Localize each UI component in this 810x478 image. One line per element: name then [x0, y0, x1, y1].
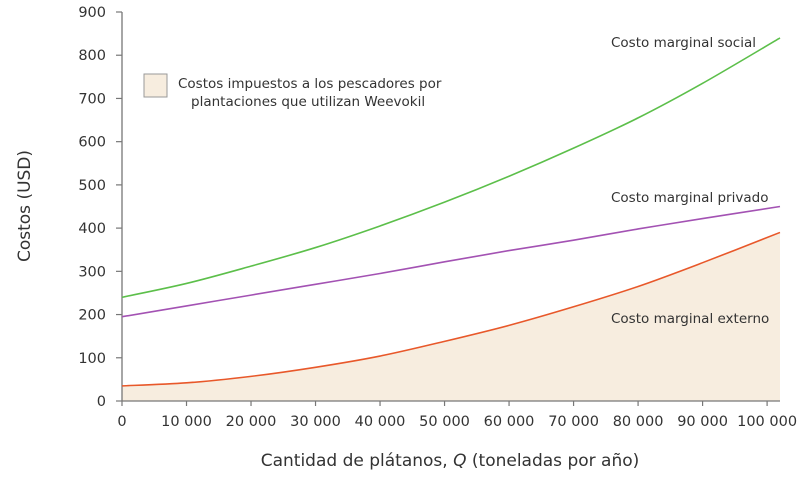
x-tick-label: 90 000 — [677, 414, 728, 430]
y-tick-label: 300 — [78, 264, 106, 280]
legend-text-line-2: plantaciones que utilizan Weevokil — [191, 94, 425, 110]
y-tick-label: 0 — [97, 394, 106, 410]
x-axis-label: Cantidad de plátanos, Q (toneladas por a… — [261, 451, 640, 471]
x-tick-label: 60 000 — [484, 414, 535, 430]
series-lines — [121, 37, 781, 387]
y-tick-label: 400 — [78, 221, 106, 237]
shaded-area-external-cost — [122, 232, 780, 401]
x-tick-label: 80 000 — [613, 414, 664, 430]
x-tick-label: 0 — [117, 414, 126, 430]
x-tick-label: 50 000 — [419, 414, 470, 430]
y-tick-label: 600 — [78, 135, 106, 151]
y-tick-label: 800 — [78, 48, 106, 64]
legend: Costos impuestos a los pescadores por pl… — [143, 73, 442, 110]
line-costo-marginal-privado — [121, 205, 781, 318]
y-tick-label: 100 — [78, 351, 106, 367]
x-tick-label: 20 000 — [226, 414, 277, 430]
series-labels: Costo marginal social Costo marginal priv… — [611, 35, 769, 327]
legend-text-line-1: Costos impuestos a los pescadores por — [178, 76, 442, 92]
axes: 0 10 000 20 000 30 000 40 000 50 000 60 000 70 … — [78, 5, 797, 430]
series-label-costo-marginal-social: Costo marginal social — [611, 35, 756, 51]
legend-swatch — [143, 73, 168, 98]
y-tick-label: 900 — [78, 5, 106, 21]
x-tick-label: 40 000 — [355, 414, 406, 430]
series-label-costo-marginal-externo: Costo marginal externo — [611, 311, 769, 327]
x-tick-label: 10 000 — [161, 414, 212, 430]
series-label-costo-marginal-privado: Costo marginal privado — [611, 190, 768, 206]
y-axis-label: Costos (USD) — [15, 150, 35, 262]
line-costo-marginal-social — [121, 37, 781, 299]
x-tick-label: 100 000 — [737, 414, 797, 430]
y-tick-label: 200 — [78, 308, 106, 324]
line-costo-marginal-externo — [121, 231, 781, 387]
y-tick-label: 700 — [78, 91, 106, 107]
x-tick-label: 70 000 — [548, 414, 599, 430]
shaded-area-layer — [122, 232, 780, 401]
x-tick-label: 30 000 — [290, 414, 341, 430]
y-tick-label: 500 — [78, 178, 106, 194]
